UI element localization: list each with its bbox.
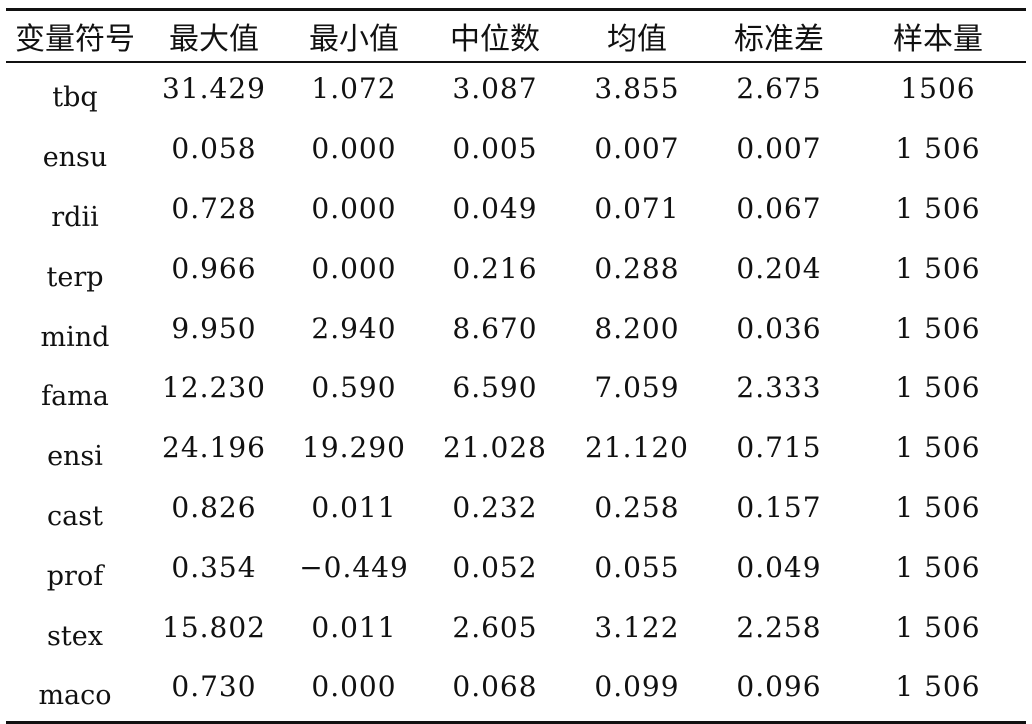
cell-std-dev: 0.715 xyxy=(736,431,822,465)
table-row: fama 12.230 0.590 6.590 7.059 2.333 1 506 xyxy=(6,362,1026,422)
header-median: 中位数 xyxy=(450,22,540,57)
cell-median: 8.670 xyxy=(452,311,538,345)
cell-sample-size: 1 506 xyxy=(895,670,981,704)
cell-std-dev: 0.096 xyxy=(736,670,822,704)
cell-max: 24.196 xyxy=(162,431,266,465)
cell-median: 0.005 xyxy=(452,132,538,166)
cell-max: 0.058 xyxy=(171,132,257,166)
table-row: terp 0.966 0.000 0.216 0.288 0.204 1 506 xyxy=(6,242,1026,302)
table-row: cast 0.826 0.011 0.232 0.258 0.157 1 506 xyxy=(6,482,1026,542)
cell-std-dev: 0.157 xyxy=(736,490,822,524)
cell-median: 0.049 xyxy=(452,191,538,225)
cell-mean: 0.288 xyxy=(594,251,680,285)
cell-std-dev: 2.333 xyxy=(736,371,822,405)
cell-variable: ensi xyxy=(47,441,103,473)
cell-median: 3.087 xyxy=(452,72,538,106)
cell-min: 0.011 xyxy=(311,610,397,644)
statistics-table-container: 变量符号 最大值 最小值 中位数 均值 标准差 样本量 tbq 31.429 1.0… xyxy=(6,8,1026,724)
cell-median: 0.232 xyxy=(452,490,538,524)
table-row: mind 9.950 2.940 8.670 8.200 0.036 1 506 xyxy=(6,302,1026,362)
header-max: 最大值 xyxy=(169,22,259,57)
cell-variable: prof xyxy=(46,560,104,592)
cell-variable: tbq xyxy=(52,82,98,114)
cell-variable: terp xyxy=(46,261,104,293)
cell-mean: 3.122 xyxy=(594,610,680,644)
cell-sample-size: 1 506 xyxy=(895,550,981,584)
cell-sample-size: 1 506 xyxy=(895,132,981,166)
cell-variable: rdii xyxy=(51,201,99,233)
cell-mean: 8.200 xyxy=(594,311,680,345)
header-min: 最小值 xyxy=(309,22,399,57)
cell-mean: 0.007 xyxy=(594,132,680,166)
header-std-dev: 标准差 xyxy=(734,22,824,57)
cell-mean: 0.258 xyxy=(594,490,680,524)
table-row: rdii 0.728 0.000 0.049 0.071 0.067 1 506 xyxy=(6,183,1026,243)
cell-max: 0.730 xyxy=(171,670,257,704)
cell-mean: 21.120 xyxy=(585,431,689,465)
cell-std-dev: 0.036 xyxy=(736,311,822,345)
cell-variable: maco xyxy=(38,680,112,712)
cell-mean: 0.055 xyxy=(594,550,680,584)
table-row: ensi 24.196 19.290 21.028 21.120 0.715 1 506 xyxy=(6,422,1026,482)
cell-min: 2.940 xyxy=(311,311,397,345)
cell-min: 19.290 xyxy=(302,431,406,465)
table-row: tbq 31.429 1.072 3.087 3.855 2.675 1506 xyxy=(6,62,1026,123)
cell-max: 31.429 xyxy=(162,72,266,106)
cell-sample-size: 1 506 xyxy=(895,610,981,644)
cell-mean: 7.059 xyxy=(594,371,680,405)
cell-max: 0.728 xyxy=(171,191,257,225)
cell-min: 0.590 xyxy=(311,371,397,405)
cell-mean: 3.855 xyxy=(594,72,680,106)
table-row: maco 0.730 0.000 0.068 0.099 0.096 1 506 xyxy=(6,661,1026,723)
cell-min: 0.000 xyxy=(311,191,397,225)
cell-min: −0.449 xyxy=(299,550,409,584)
cell-std-dev: 2.258 xyxy=(736,610,822,644)
cell-std-dev: 0.204 xyxy=(736,251,822,285)
cell-median: 6.590 xyxy=(452,371,538,405)
cell-min: 0.000 xyxy=(311,251,397,285)
cell-sample-size: 1 506 xyxy=(895,311,981,345)
cell-variable: stex xyxy=(47,620,103,652)
cell-median: 0.052 xyxy=(452,550,538,584)
cell-max: 9.950 xyxy=(171,311,257,345)
cell-sample-size: 1 506 xyxy=(895,490,981,524)
cell-variable: ensu xyxy=(42,142,108,174)
cell-mean: 0.099 xyxy=(594,670,680,704)
table-row: prof 0.354 −0.449 0.052 0.055 0.049 1 506 xyxy=(6,541,1026,601)
cell-median: 2.605 xyxy=(452,610,538,644)
cell-min: 0.000 xyxy=(311,132,397,166)
header-mean: 均值 xyxy=(607,22,667,57)
cell-median: 0.216 xyxy=(452,251,538,285)
cell-sample-size: 1506 xyxy=(900,72,976,106)
cell-min: 1.072 xyxy=(311,72,397,106)
header-variable-symbol: 变量符号 xyxy=(15,22,135,57)
cell-sample-size: 1 506 xyxy=(895,371,981,405)
cell-median: 21.028 xyxy=(443,431,547,465)
header-sample-size: 样本量 xyxy=(893,22,983,57)
cell-variable: cast xyxy=(47,500,103,532)
cell-variable: mind xyxy=(40,321,110,353)
descriptive-statistics-table: 变量符号 最大值 最小值 中位数 均值 标准差 样本量 tbq 31.429 1.0… xyxy=(6,8,1026,724)
table-body: tbq 31.429 1.072 3.087 3.855 2.675 1506 ensu 0.0… xyxy=(6,62,1026,723)
cell-sample-size: 1 506 xyxy=(895,431,981,465)
cell-std-dev: 0.049 xyxy=(736,550,822,584)
cell-std-dev: 0.007 xyxy=(736,132,822,166)
table-header-row: 变量符号 最大值 最小值 中位数 均值 标准差 样本量 xyxy=(6,9,1026,62)
cell-std-dev: 0.067 xyxy=(736,191,822,225)
cell-max: 12.230 xyxy=(162,371,266,405)
cell-max: 0.966 xyxy=(171,251,257,285)
cell-min: 0.011 xyxy=(311,490,397,524)
cell-median: 0.068 xyxy=(452,670,538,704)
cell-sample-size: 1 506 xyxy=(895,191,981,225)
table-row: ensu 0.058 0.000 0.005 0.007 0.007 1 506 xyxy=(6,123,1026,183)
cell-max: 0.354 xyxy=(171,550,257,584)
cell-sample-size: 1 506 xyxy=(895,251,981,285)
cell-max: 15.802 xyxy=(162,610,266,644)
cell-mean: 0.071 xyxy=(594,191,680,225)
cell-min: 0.000 xyxy=(311,670,397,704)
cell-std-dev: 2.675 xyxy=(736,72,822,106)
table-row: stex 15.802 0.011 2.605 3.122 2.258 1 506 xyxy=(6,601,1026,661)
cell-variable: fama xyxy=(41,381,109,413)
cell-max: 0.826 xyxy=(171,490,257,524)
